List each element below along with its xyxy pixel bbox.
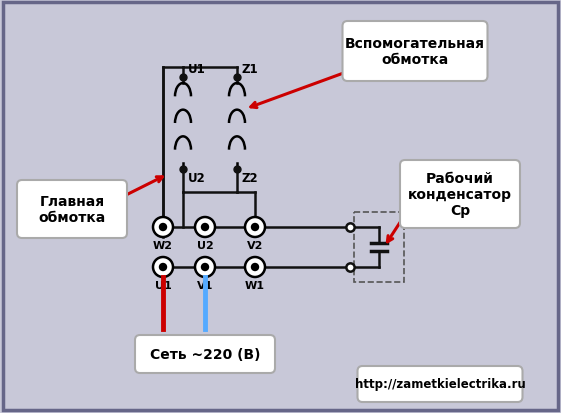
Text: V1: V1 xyxy=(197,280,213,290)
FancyBboxPatch shape xyxy=(343,22,488,82)
Text: Сеть ~220 (В): Сеть ~220 (В) xyxy=(150,347,260,361)
FancyBboxPatch shape xyxy=(135,335,275,373)
Text: Главная
обмотка: Главная обмотка xyxy=(38,195,105,225)
Text: Z1: Z1 xyxy=(242,63,259,76)
Circle shape xyxy=(195,218,215,237)
Text: Рабочий
конденсатор
Ср: Рабочий конденсатор Ср xyxy=(408,171,512,218)
FancyBboxPatch shape xyxy=(17,180,127,238)
Text: Вспомогательная
обмотка: Вспомогательная обмотка xyxy=(345,37,485,67)
Text: V2: V2 xyxy=(247,240,263,250)
Text: W2: W2 xyxy=(153,240,173,250)
Circle shape xyxy=(195,257,215,277)
Text: U1: U1 xyxy=(188,63,206,76)
Text: W1: W1 xyxy=(245,280,265,290)
Text: http://zametkielectrika.ru: http://zametkielectrika.ru xyxy=(355,377,525,391)
Text: U1: U1 xyxy=(155,280,171,290)
Circle shape xyxy=(153,257,173,277)
FancyBboxPatch shape xyxy=(357,366,522,402)
Circle shape xyxy=(245,257,265,277)
Circle shape xyxy=(153,218,173,237)
Text: U2: U2 xyxy=(196,240,213,250)
Circle shape xyxy=(159,264,167,271)
Circle shape xyxy=(201,264,209,271)
Circle shape xyxy=(201,224,209,231)
Text: Z2: Z2 xyxy=(242,171,259,185)
Circle shape xyxy=(245,218,265,237)
Circle shape xyxy=(251,264,259,271)
FancyBboxPatch shape xyxy=(400,161,520,228)
Circle shape xyxy=(251,224,259,231)
Circle shape xyxy=(159,224,167,231)
Text: U2: U2 xyxy=(188,171,206,185)
